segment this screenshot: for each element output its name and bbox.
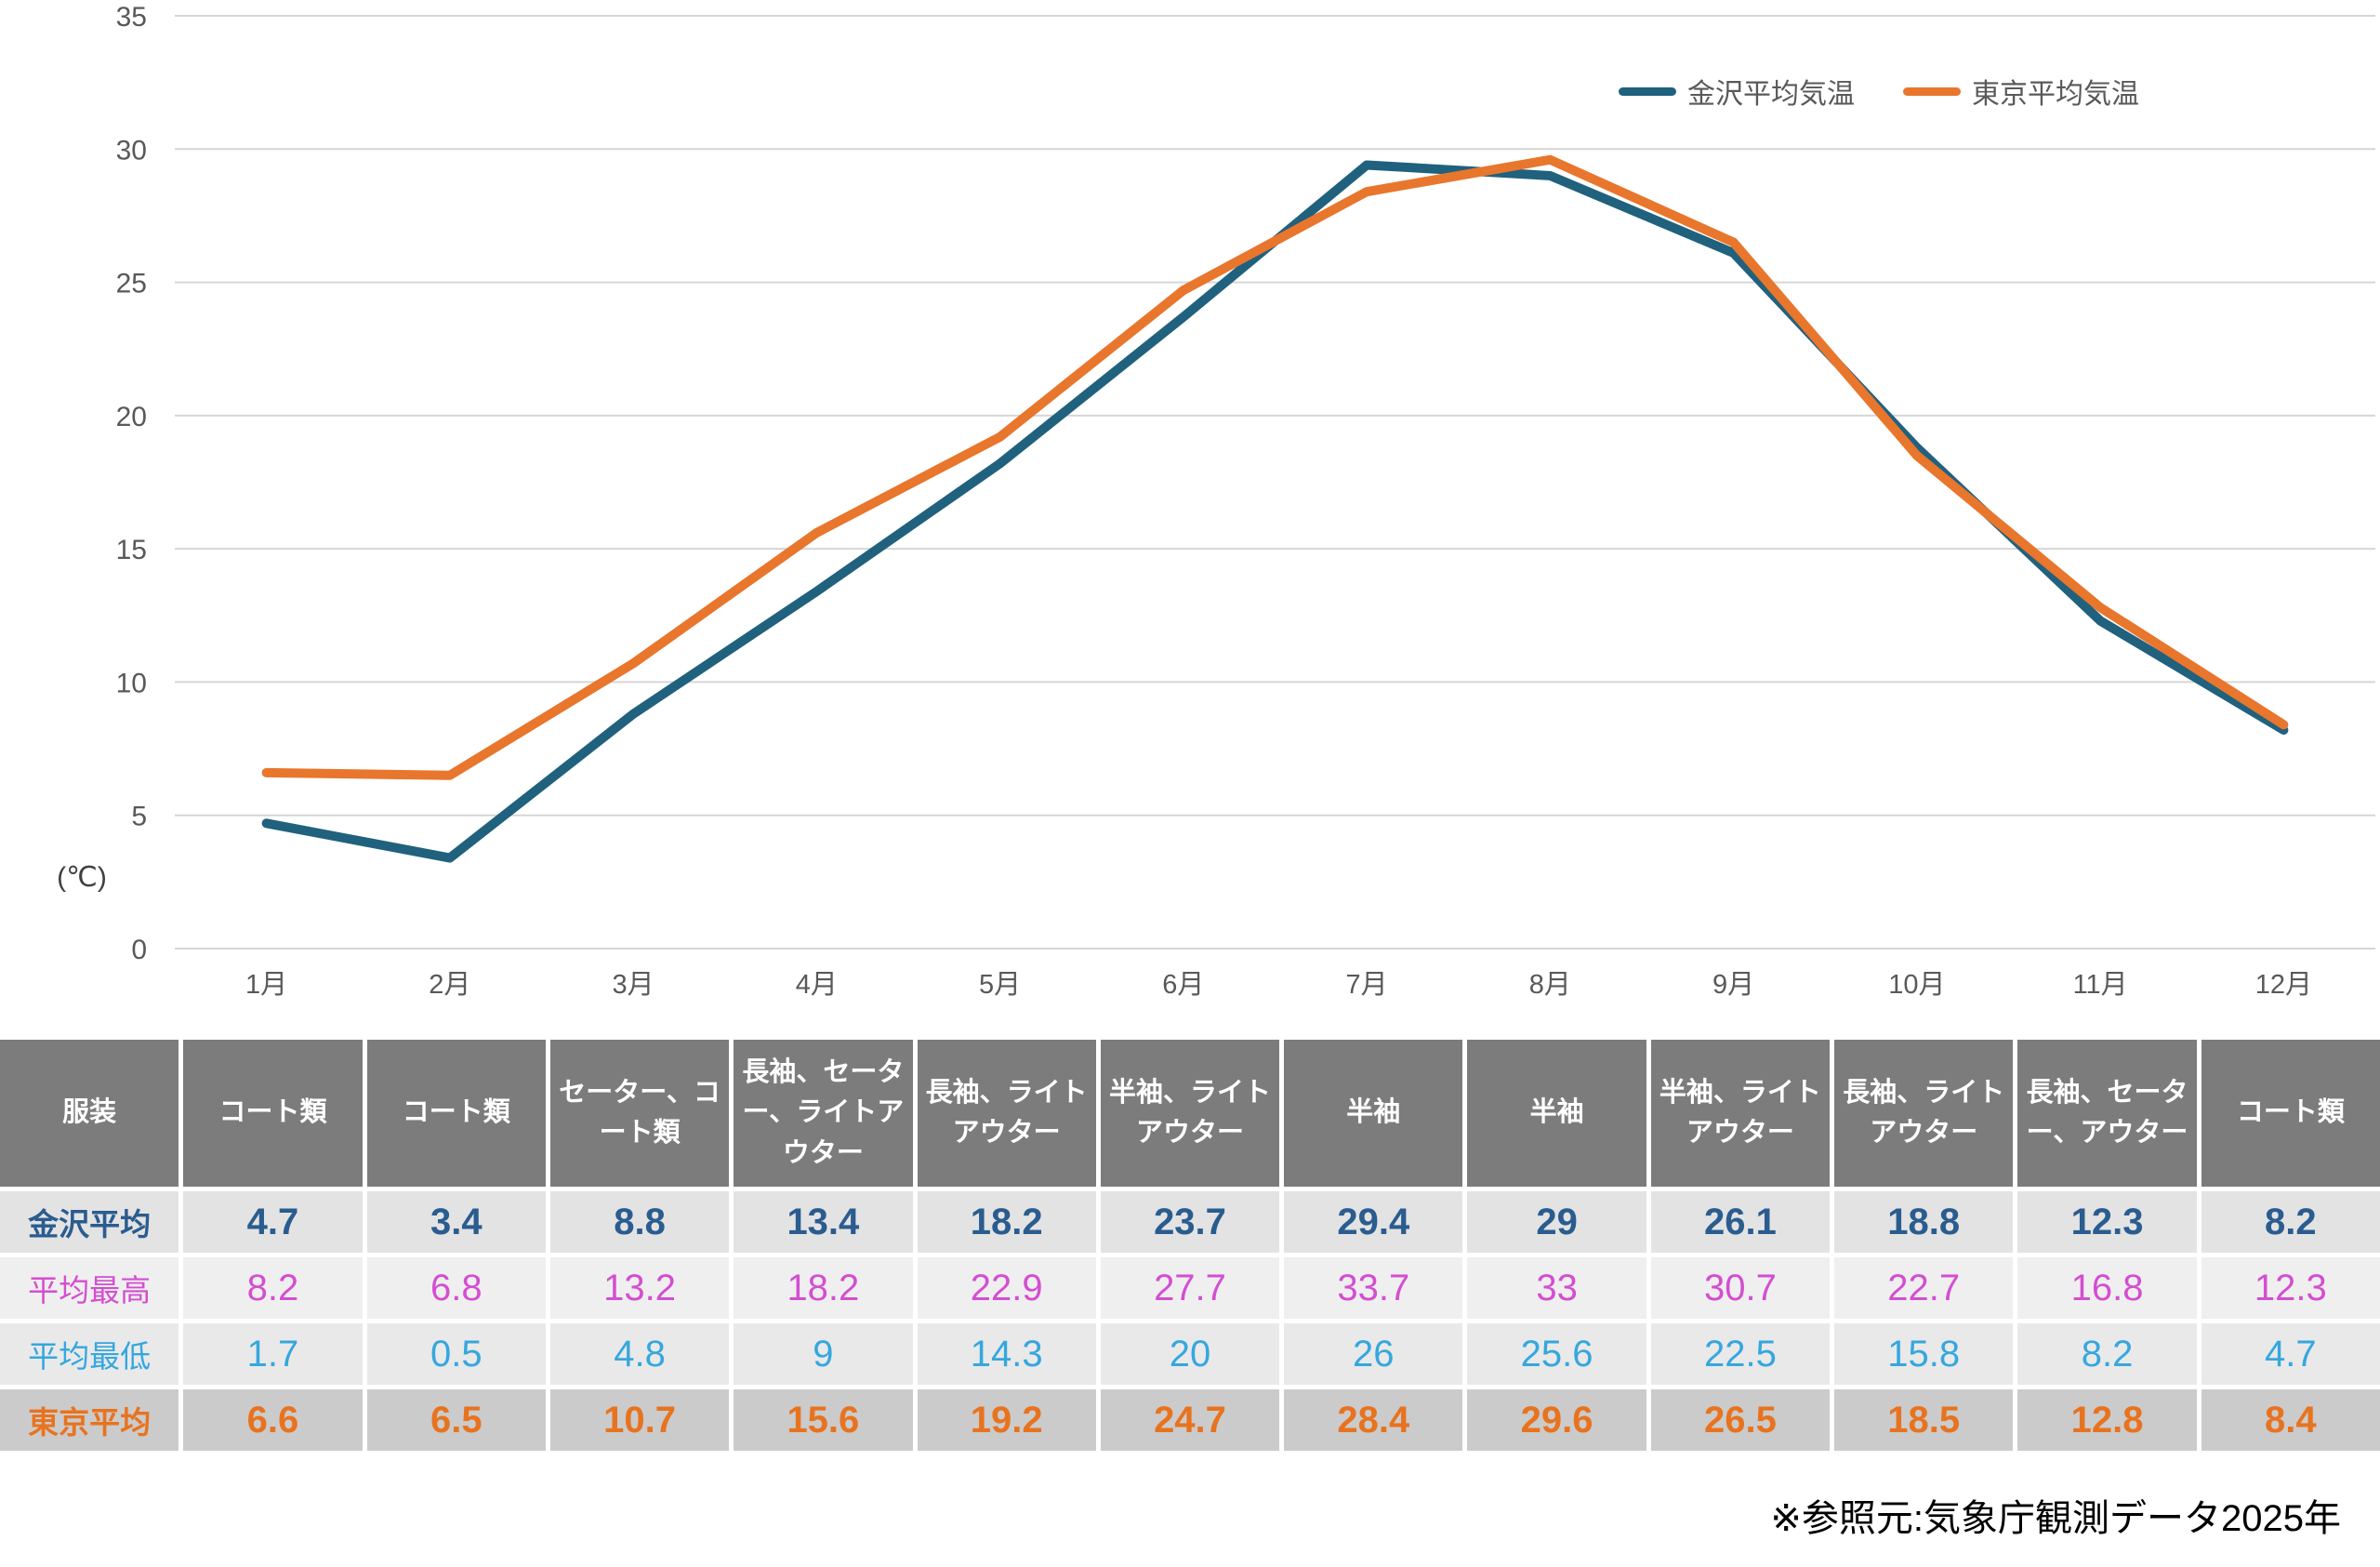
table-cell-r3-m3: 10.7 bbox=[549, 1389, 730, 1451]
table-cell-r3-m1: 6.6 bbox=[183, 1389, 363, 1451]
clothing-header-10月: 長袖、ライトアウター bbox=[1834, 1040, 2014, 1187]
table-cell-r1-m12: 12.3 bbox=[2201, 1257, 2380, 1319]
table-cell-r2-m8: 25.6 bbox=[1467, 1323, 1646, 1385]
clothing-header-3月: セーター、コート類 bbox=[549, 1040, 730, 1187]
clothing-header-8月: 半袖 bbox=[1467, 1040, 1646, 1187]
clothing-header-12月: コート類 bbox=[2201, 1040, 2380, 1187]
y-axis-unit-label: (℃) bbox=[57, 862, 107, 893]
x-tick-label-11: 11月 bbox=[2073, 970, 2128, 1000]
table-cell-r0-m9: 26.1 bbox=[1650, 1191, 1831, 1253]
legend-item-1: 東京平均気温 bbox=[1903, 71, 2139, 112]
table-cell-r1-m8: 33 bbox=[1467, 1257, 1646, 1319]
x-tick-label-1: 1月 bbox=[245, 970, 287, 1000]
table-cell-r3-m12: 8.4 bbox=[2201, 1389, 2380, 1451]
y-tick-label: 0 bbox=[131, 935, 147, 965]
table-cell-r0-m7: 29.4 bbox=[1284, 1191, 1463, 1253]
y-tick-label: 30 bbox=[116, 135, 147, 166]
table-cell-r2-m3: 4.8 bbox=[549, 1323, 730, 1385]
table-cell-r3-m9: 26.5 bbox=[1650, 1389, 1831, 1451]
clothing-header-6月: 半袖、ライトアウター bbox=[1100, 1040, 1280, 1187]
x-tick-label-6: 6月 bbox=[1162, 970, 1204, 1000]
x-tick-label-7: 7月 bbox=[1346, 970, 1388, 1000]
row-label-2: 平均最低 bbox=[0, 1323, 179, 1385]
table-cell-r3-m10: 18.5 bbox=[1834, 1389, 2014, 1451]
table-cell-r0-m5: 18.2 bbox=[917, 1191, 1096, 1253]
x-tick-label-10: 10月 bbox=[1888, 970, 1945, 1000]
table-cell-r2-m4: 9 bbox=[734, 1323, 913, 1385]
source-note: ※参照元:気象庁観測データ2025年 bbox=[1770, 1498, 2341, 1539]
table-cell-r0-m4: 13.4 bbox=[734, 1191, 913, 1253]
table-cell-r1-m9: 30.7 bbox=[1650, 1257, 1831, 1319]
table-cell-r2-m6: 20 bbox=[1100, 1323, 1280, 1385]
x-tick-label-4: 4月 bbox=[796, 970, 838, 1000]
table-cell-r3-m11: 12.8 bbox=[2017, 1389, 2197, 1451]
clothing-header-5月: 長袖、ライトアウター bbox=[917, 1040, 1096, 1187]
table-cell-r3-m7: 28.4 bbox=[1284, 1389, 1463, 1451]
table-cell-r2-m2: 0.5 bbox=[366, 1323, 546, 1385]
x-tick-label-5: 5月 bbox=[979, 970, 1021, 1000]
legend-swatch-icon bbox=[1619, 86, 1676, 96]
row-label-3: 東京平均 bbox=[0, 1389, 179, 1451]
x-tick-label-8: 8月 bbox=[1529, 970, 1571, 1000]
y-tick-label: 15 bbox=[116, 535, 147, 565]
row-label-1: 平均最高 bbox=[0, 1257, 179, 1319]
table-cell-r2-m11: 8.2 bbox=[2017, 1323, 2197, 1385]
y-tick-label: 20 bbox=[116, 402, 147, 432]
table-cell-r3-m4: 15.6 bbox=[734, 1389, 913, 1451]
legend-label: 金沢平均気温 bbox=[1687, 79, 1855, 110]
table-cell-r1-m1: 8.2 bbox=[183, 1257, 363, 1319]
table-cell-r3-m5: 19.2 bbox=[917, 1389, 1096, 1451]
clothing-header-7月: 半袖 bbox=[1284, 1040, 1463, 1187]
series-line-1 bbox=[261, 154, 2289, 780]
table-cell-r1-m6: 27.7 bbox=[1100, 1257, 1280, 1319]
table-cell-r1-m3: 13.2 bbox=[549, 1257, 730, 1319]
table-cell-r0-m11: 12.3 bbox=[2017, 1191, 2197, 1253]
table-cell-r0-m10: 18.8 bbox=[1834, 1191, 2014, 1253]
table-corner-header: 服装 bbox=[0, 1040, 179, 1187]
clothing-header-4月: 長袖、セーター、ライトアウター bbox=[734, 1040, 913, 1187]
table-cell-r0-m8: 29 bbox=[1467, 1191, 1646, 1253]
clothing-header-11月: 長袖、セーター、アウター bbox=[2017, 1040, 2197, 1187]
table-cell-r1-m7: 33.7 bbox=[1284, 1257, 1463, 1319]
clothing-header-2月: コート類 bbox=[366, 1040, 546, 1187]
y-tick-label: 35 bbox=[116, 2, 147, 33]
legend-swatch-icon bbox=[1903, 86, 1961, 96]
table-cell-r3-m8: 29.6 bbox=[1467, 1389, 1646, 1451]
table-cell-r1-m4: 18.2 bbox=[734, 1257, 913, 1319]
y-tick-label: 5 bbox=[131, 802, 147, 832]
x-tick-label-3: 3月 bbox=[613, 970, 654, 1000]
line-chart: 0 5 10 15 20 25 30 35 (℃) 1月 2月 3月 4月 5月 6月 7月 8月 9月 10月 11… bbox=[57, 2, 2375, 1000]
y-tick-label: 10 bbox=[116, 668, 147, 698]
table-cell-r2-m10: 15.8 bbox=[1834, 1323, 2014, 1385]
legend-item-0: 金沢平均気温 bbox=[1619, 71, 1855, 112]
monthly-clothing-table: 服装 コート類 コート類 セーター、コート類 長袖、セーター、ライトアウター 長袖、ライト… bbox=[0, 1040, 2380, 1451]
table-cell-r2-m7: 26 bbox=[1284, 1323, 1463, 1385]
table-cell-r2-m5: 14.3 bbox=[917, 1323, 1096, 1385]
table-cell-r3-m2: 6.5 bbox=[366, 1389, 546, 1451]
legend-label: 東京平均気温 bbox=[1972, 79, 2139, 110]
table-cell-r0-m6: 23.7 bbox=[1100, 1191, 1280, 1253]
table-cell-r2-m12: 4.7 bbox=[2201, 1323, 2380, 1385]
clothing-header-1月: コート類 bbox=[183, 1040, 363, 1187]
chart-legend: 金沢平均気温 東京平均気温 bbox=[1619, 71, 2139, 112]
table-cell-r2-m1: 1.7 bbox=[183, 1323, 363, 1385]
table-cell-r1-m5: 22.9 bbox=[917, 1257, 1096, 1319]
table-cell-r1-m11: 16.8 bbox=[2017, 1257, 2197, 1319]
row-label-0: 金沢平均 bbox=[0, 1191, 179, 1253]
y-tick-label: 25 bbox=[116, 269, 147, 299]
table-cell-r3-m6: 24.7 bbox=[1100, 1389, 1280, 1451]
table-cell-r1-m2: 6.8 bbox=[366, 1257, 546, 1319]
table-cell-r2-m9: 22.5 bbox=[1650, 1323, 1831, 1385]
table-cell-r0-m12: 8.2 bbox=[2201, 1191, 2380, 1253]
x-tick-label-9: 9月 bbox=[1712, 970, 1754, 1000]
x-tick-label-2: 2月 bbox=[429, 970, 470, 1000]
table-cell-r0-m1: 4.7 bbox=[183, 1191, 363, 1253]
table-cell-r0-m3: 8.8 bbox=[549, 1191, 730, 1253]
x-tick-label-12: 12月 bbox=[2255, 970, 2312, 1000]
table-cell-r1-m10: 22.7 bbox=[1834, 1257, 2014, 1319]
clothing-header-9月: 半袖、ライトアウター bbox=[1650, 1040, 1831, 1187]
table-cell-r0-m2: 3.4 bbox=[366, 1191, 546, 1253]
